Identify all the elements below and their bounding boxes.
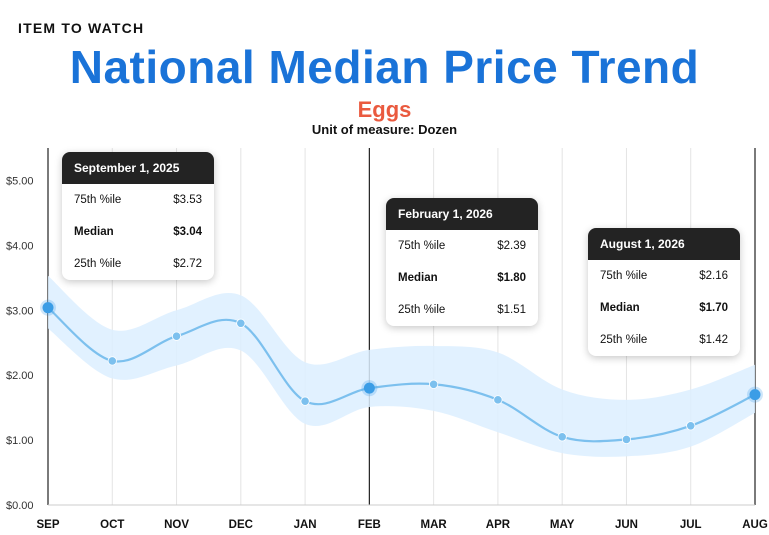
data-point [171, 331, 182, 341]
tooltip-p75-value: $3.53 [173, 194, 202, 206]
tooltip-p25-label: 25th %ile [398, 304, 446, 316]
data-point [557, 432, 567, 442]
tooltip-p75-label: 75th %ile [600, 270, 648, 282]
data-point [42, 302, 54, 314]
data-point [300, 396, 310, 406]
x-tick-label: MAR [421, 519, 448, 531]
tooltip-p25-value: $2.72 [173, 258, 202, 270]
x-tick-label: JUN [615, 519, 638, 531]
data-point [363, 382, 375, 394]
x-tick-label: JAN [294, 519, 317, 531]
y-tick-labels: $0.00 $1.00 $2.00 $3.00 $4.00 $5.00 [6, 175, 34, 512]
x-tick-labels: SEP OCT NOV DEC JAN FEB MAR APR MAY JUN JUL AUG [36, 519, 767, 531]
data-point [621, 434, 632, 445]
data-point [493, 395, 503, 405]
tooltip-median-value: $1.70 [699, 302, 728, 314]
x-tick-label: JUL [680, 519, 702, 531]
x-tick-label: AUG [742, 519, 768, 531]
tooltip-p25-label: 25th %ile [74, 258, 122, 270]
x-tick-label: MAY [550, 519, 575, 531]
tooltip-date: February 1, 2026 [386, 198, 538, 230]
y-tick-label: $3.00 [6, 305, 34, 317]
tooltip-p75-value: $2.16 [699, 270, 728, 282]
kicker-label: ITEM TO WATCH [18, 20, 145, 36]
y-tick-label: $1.00 [6, 435, 34, 447]
tooltip-feb: February 1, 2026 75th %ile $2.39 Median $1… [386, 198, 538, 326]
x-tick-label: DEC [229, 519, 253, 531]
tooltip-median-value: $3.04 [173, 226, 202, 238]
percentile-band-area [48, 275, 755, 457]
tooltip-median-label: Median [398, 272, 438, 284]
tooltip-p25-value: $1.51 [497, 304, 526, 316]
tooltip-p25-label: 25th %ile [600, 334, 648, 346]
y-tick-label: $5.00 [6, 175, 34, 187]
x-tick-label: APR [486, 519, 511, 531]
tooltip-sep: September 1, 2025 75th %ile $3.53 Median $… [62, 152, 214, 280]
data-points [40, 299, 763, 445]
data-point [236, 318, 246, 328]
y-tick-label: $4.00 [6, 240, 34, 252]
y-tick-label: $2.00 [6, 370, 34, 382]
chart-subtitle: Eggs [357, 97, 412, 122]
x-tick-label: OCT [100, 519, 124, 531]
unit-of-measure: Unit of measure: Dozen [311, 122, 458, 137]
x-tick-label: FEB [358, 519, 381, 531]
tooltip-median-value: $1.80 [497, 272, 526, 284]
data-point [429, 379, 439, 389]
data-point [686, 421, 696, 431]
data-point [749, 389, 761, 401]
tooltip-aug: August 1, 2026 75th %ile $2.16 Median $1.7… [588, 228, 740, 356]
tooltip-p75-value: $2.39 [497, 240, 526, 252]
x-tick-label: SEP [36, 519, 59, 531]
tooltip-p75-label: 75th %ile [74, 194, 122, 206]
tooltip-p25-value: $1.42 [699, 334, 728, 346]
x-tick-label: NOV [164, 519, 189, 531]
tooltip-date: August 1, 2026 [588, 228, 740, 260]
y-tick-label: $0.00 [6, 500, 34, 512]
percentile-band [48, 275, 755, 457]
tooltip-date: September 1, 2025 [62, 152, 214, 184]
tooltip-median-label: Median [74, 226, 114, 238]
data-point [107, 356, 117, 366]
tooltip-median-label: Median [600, 302, 640, 314]
chart-title: National Median Price Trend [69, 41, 700, 93]
tooltip-p75-label: 75th %ile [398, 240, 446, 252]
